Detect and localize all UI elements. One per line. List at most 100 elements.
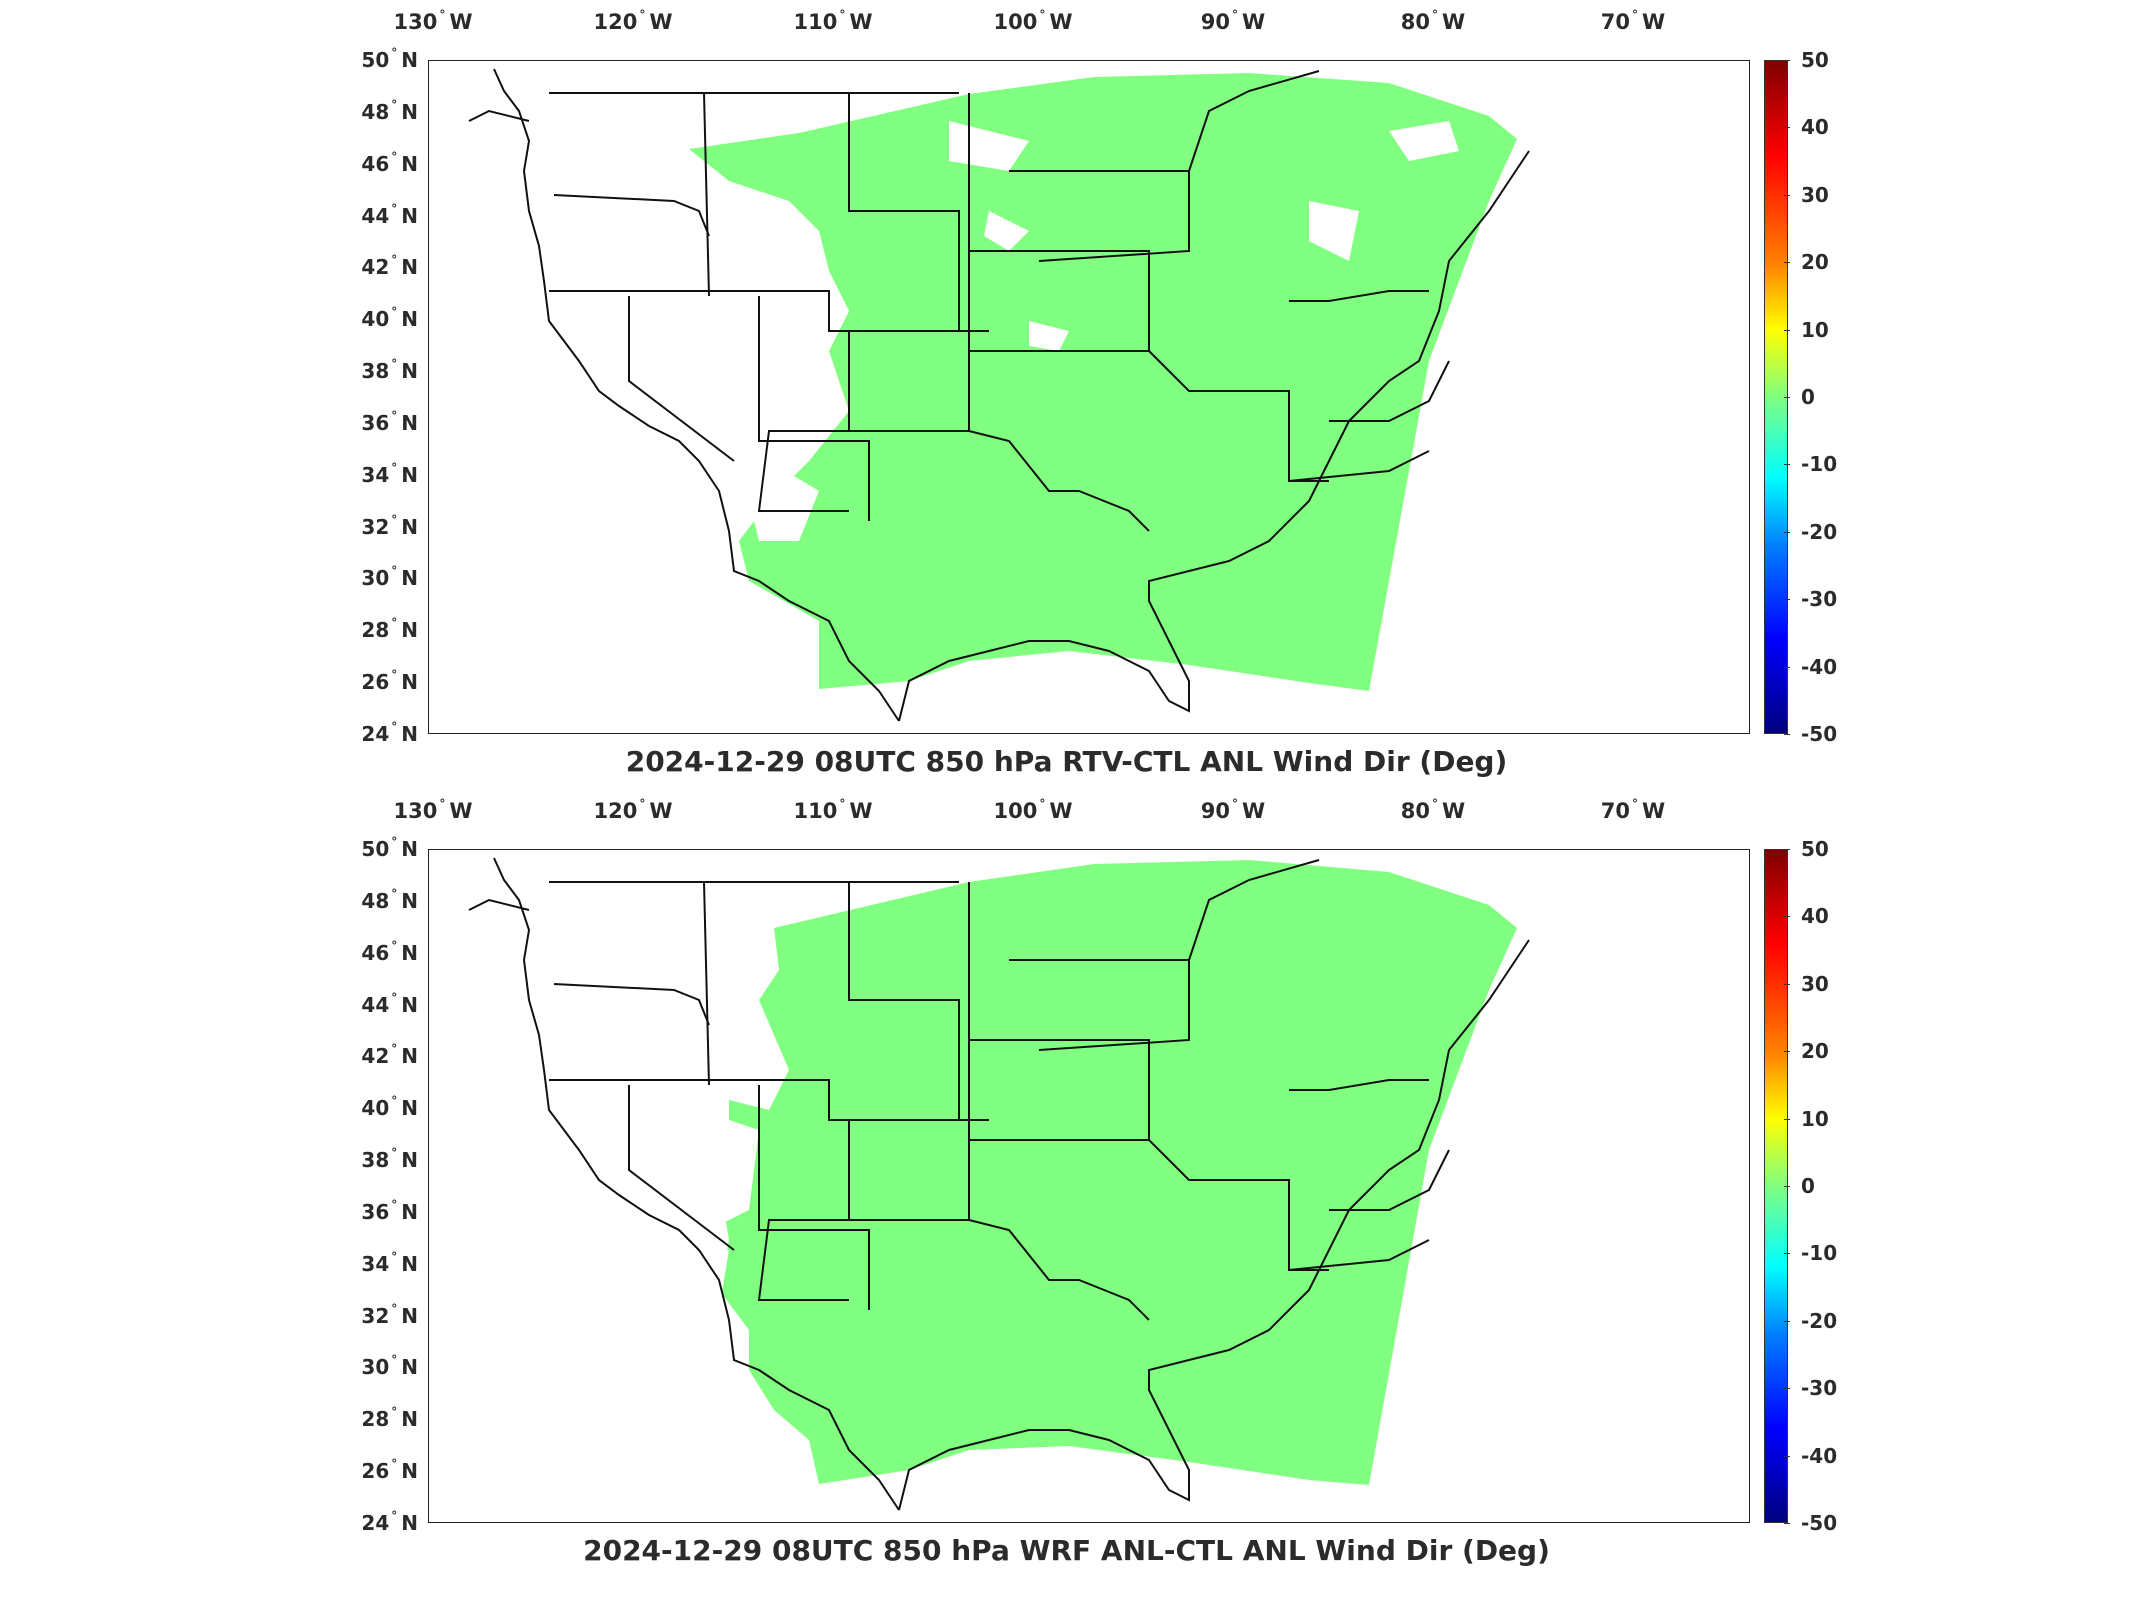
colorbar-tick-label: 30 <box>1801 183 1829 207</box>
colorbar-tick-mark <box>1784 262 1790 263</box>
colorbar-tick-mark <box>1784 849 1790 850</box>
wind-field-region <box>689 73 1517 691</box>
colorbar-tick-mark <box>1784 599 1790 600</box>
colorbar-tick-mark <box>1784 1456 1790 1457</box>
lon-tick-label: 130 ° W <box>393 797 473 823</box>
state-border <box>1188 859 1429 1091</box>
lat-tick-label: 24 ° N <box>361 720 418 746</box>
lat-tick-label: 32 ° N <box>361 513 418 539</box>
colorbar-tick-mark <box>1784 1321 1790 1322</box>
state-border <box>549 194 989 332</box>
lon-tick-label: 100 ° W <box>993 8 1073 34</box>
panel-title-bottom: 2024-12-29 08UTC 850 hPa WRF ANL-CTL ANL… <box>583 1534 1550 1567</box>
lat-tick-label: 44 ° N <box>361 202 418 228</box>
wind-field-region <box>719 860 1517 1485</box>
map-top <box>468 68 1530 722</box>
lat-tick-label: 32 ° N <box>361 1302 418 1328</box>
colorbar-tick-label: 50 <box>1801 837 1829 861</box>
lat-tick-label: 38 ° N <box>361 357 418 383</box>
lon-tick-label: 90 ° W <box>1200 8 1266 34</box>
state-border <box>968 959 1190 1321</box>
colorbar-tick-label: -10 <box>1801 452 1838 476</box>
white-gaps-top <box>749 121 1459 541</box>
lat-tick-label: 42 ° N <box>361 253 418 279</box>
colorbar-tick-mark <box>1784 1186 1790 1187</box>
lat-tick-label: 24 ° N <box>361 1509 418 1535</box>
colorbar-tick-label: 0 <box>1801 385 1815 409</box>
colorbar-tick-mark <box>1784 330 1790 331</box>
lat-tick-label: 34 ° N <box>361 461 418 487</box>
state-border <box>549 983 989 1121</box>
lat-tick-label: 46 ° N <box>361 939 418 965</box>
map-bottom <box>468 857 1530 1511</box>
lon-tick-label: 110 ° W <box>793 797 873 823</box>
lat-tick-label: 30 ° N <box>361 564 418 590</box>
colorbar-tick-label: 20 <box>1801 250 1829 274</box>
lat-tick-label: 26 ° N <box>361 668 418 694</box>
state-border <box>969 1039 1329 1271</box>
colorbar-tick-label: -50 <box>1801 1511 1838 1535</box>
colorbar-tick-mark <box>1784 734 1790 735</box>
panel-title-top: 2024-12-29 08UTC 850 hPa RTV-CTL ANL Win… <box>625 745 1508 778</box>
lat-tick-label: 38 ° N <box>361 1146 418 1172</box>
lat-tick-label: 26 ° N <box>361 1457 418 1483</box>
lon-tick-label: 110 ° W <box>793 8 873 34</box>
colorbar-tick-mark <box>1784 1119 1790 1120</box>
colorbar-tick-mark <box>1784 464 1790 465</box>
colorbar-tick-label: 40 <box>1801 115 1829 139</box>
colorbar-tick-label: -40 <box>1801 1444 1838 1468</box>
lon-tick-label: 80 ° W <box>1400 797 1466 823</box>
state-borders-top <box>468 68 1530 722</box>
colorbar-tick-mark <box>1784 984 1790 985</box>
state-border <box>703 92 960 331</box>
colorbar-tick-label: -40 <box>1801 655 1838 679</box>
coastline <box>468 68 1530 722</box>
coastline <box>468 857 1530 1511</box>
lon-tick-label: 80 ° W <box>1400 8 1466 34</box>
colorbar-tick-mark <box>1784 1051 1790 1052</box>
colorbar-tick-label: -10 <box>1801 1241 1838 1265</box>
state-border <box>628 296 870 521</box>
map-frame-bottom[interactable] <box>428 849 1750 1523</box>
colorbar-tick-mark <box>1784 667 1790 668</box>
state-border <box>1288 1149 1450 1271</box>
state-borders-bottom <box>468 857 1530 1511</box>
colorbar-tick-label: -50 <box>1801 722 1838 746</box>
colorbar-tick-label: -20 <box>1801 1309 1838 1333</box>
lat-tick-label: 40 ° N <box>361 1094 418 1120</box>
lat-tick-label: 46 ° N <box>361 150 418 176</box>
colorbar-tick-mark <box>1784 127 1790 128</box>
lon-tick-label: 70 ° W <box>1600 8 1666 34</box>
state-border <box>969 250 1329 482</box>
colorbar-tick-label: -30 <box>1801 587 1838 611</box>
colorbar-tick-label: -20 <box>1801 520 1838 544</box>
lat-tick-label: 48 ° N <box>361 887 418 913</box>
colorbar-tick-mark <box>1784 60 1790 61</box>
colorbar-tick-mark <box>1784 195 1790 196</box>
state-border <box>1288 360 1450 482</box>
lat-tick-label: 28 ° N <box>361 616 418 642</box>
lat-tick-label: 48 ° N <box>361 98 418 124</box>
lon-tick-label: 120 ° W <box>593 8 673 34</box>
colorbar-tick-label: 0 <box>1801 1174 1815 1198</box>
map-frame-top[interactable] <box>428 60 1750 734</box>
white-gaps-bottom <box>679 1000 789 1310</box>
colorbar-tick-mark <box>1784 1253 1790 1254</box>
state-border <box>1188 70 1429 302</box>
lat-tick-label: 36 ° N <box>361 1198 418 1224</box>
state-border <box>968 170 1190 532</box>
lat-tick-label: 34 ° N <box>361 1250 418 1276</box>
colorbar-tick-mark <box>1784 532 1790 533</box>
lat-tick-label: 36 ° N <box>361 409 418 435</box>
colorbar-tick-label: 10 <box>1801 318 1829 342</box>
lat-tick-label: 40 ° N <box>361 305 418 331</box>
colorbar-tick-label: 30 <box>1801 972 1829 996</box>
lon-tick-label: 90 ° W <box>1200 797 1266 823</box>
lon-tick-label: 70 ° W <box>1600 797 1666 823</box>
lat-tick-label: 28 ° N <box>361 1405 418 1431</box>
colorbar-tick-label: 10 <box>1801 1107 1829 1131</box>
lat-tick-label: 42 ° N <box>361 1042 418 1068</box>
colorbar-tick-label: 20 <box>1801 1039 1829 1063</box>
colorbar-tick-label: -30 <box>1801 1376 1838 1400</box>
colorbar-tick-mark <box>1784 1523 1790 1524</box>
